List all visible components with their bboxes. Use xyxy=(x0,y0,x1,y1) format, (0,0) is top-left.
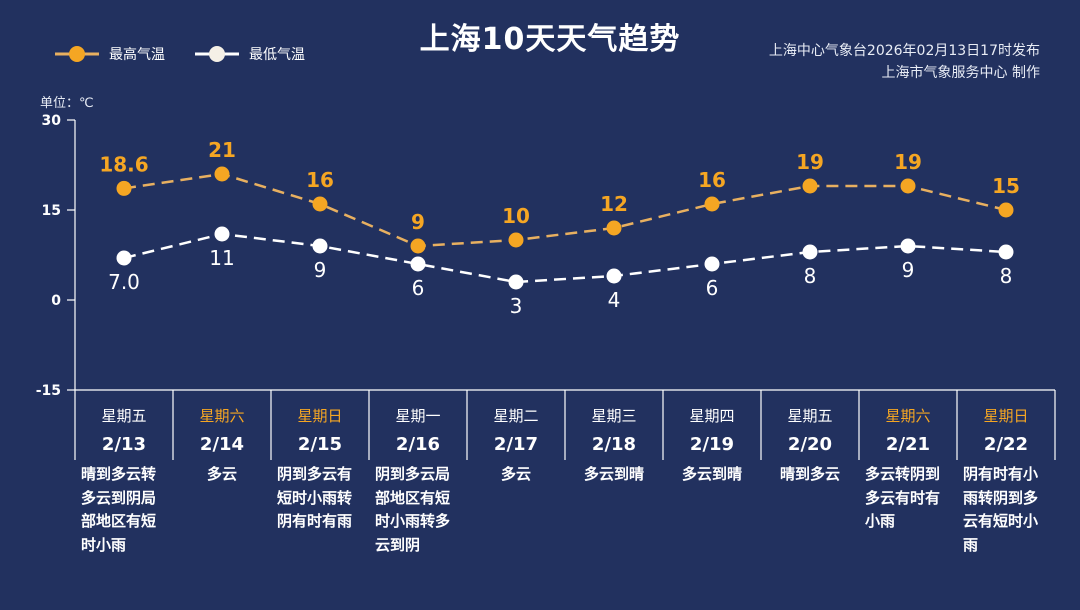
weather-description: 多云 xyxy=(500,465,531,483)
legend-high-marker xyxy=(55,46,99,62)
weekday-label: 星期三 xyxy=(591,407,637,425)
high-temp-point xyxy=(802,178,818,194)
high-temp-label: 15 xyxy=(992,174,1020,198)
y-tick-label: 0 xyxy=(51,293,61,309)
weather-description: 阴到多云有短时小雨转阴有时有雨 xyxy=(277,465,353,530)
high-temp-label: 18.6 xyxy=(99,152,148,176)
date-label: 2/14 xyxy=(199,434,245,455)
high-temp-point xyxy=(704,196,720,212)
high-temp-label: 19 xyxy=(894,150,922,174)
high-temp-label: 16 xyxy=(306,168,334,192)
legend-low: 最低气温 xyxy=(195,44,305,64)
high-temp-point xyxy=(410,238,426,254)
date-label: 2/15 xyxy=(297,434,343,455)
legend-low-marker xyxy=(195,46,239,62)
weekday-label: 星期四 xyxy=(689,407,735,425)
weather-description: 晴到多云 xyxy=(779,465,840,483)
y-tick-label: 30 xyxy=(42,113,62,129)
low-temp-label: 7.0 xyxy=(108,270,140,294)
low-temp-point xyxy=(312,238,328,254)
high-temp-point xyxy=(312,196,328,212)
page-title: 上海10天天气趋势 xyxy=(419,22,681,57)
date-label: 2/22 xyxy=(983,434,1029,455)
legend-high-label: 最高气温 xyxy=(109,47,165,63)
high-temp-point xyxy=(116,180,132,196)
source-info: 上海中心气象台2026年02月13日17时发布 上海市气象服务中心 制作 xyxy=(769,40,1040,84)
source-line2: 上海市气象服务中心 制作 xyxy=(881,65,1040,81)
date-label: 2/20 xyxy=(787,434,833,455)
high-temp-label: 12 xyxy=(600,192,628,216)
low-temp-point xyxy=(116,250,132,266)
low-temp-line xyxy=(123,232,1007,284)
high-temp-line xyxy=(123,172,1007,248)
low-temp-label: 6 xyxy=(412,276,425,300)
high-temp-label: 10 xyxy=(502,204,530,228)
y-tick-label: -15 xyxy=(36,383,61,399)
weekday-label: 星期日 xyxy=(983,407,1029,425)
weather-description: 多云转阴到多云有时有小雨 xyxy=(865,465,941,530)
unit-label: 单位：℃ xyxy=(40,96,94,111)
high-temp-point xyxy=(508,232,524,248)
high-temp-label: 19 xyxy=(796,150,824,174)
weather-description: 多云到晴 xyxy=(583,465,644,483)
low-temp-point xyxy=(410,256,426,272)
weather-description: 晴到多云转多云到阴局部地区有短时小雨 xyxy=(81,465,157,554)
low-temp-point xyxy=(802,244,818,260)
source-line1: 上海中心气象台2026年02月13日17时发布 xyxy=(768,43,1040,59)
y-tick-label: 15 xyxy=(42,203,61,219)
low-temp-point xyxy=(606,268,622,284)
weather-description: 多云到晴 xyxy=(681,465,742,483)
weather-description: 阴到多云局部地区有短时小雨转多云到阴 xyxy=(375,465,451,554)
low-temp-label: 3 xyxy=(510,294,523,318)
low-temp-point xyxy=(704,256,720,272)
weekday-label: 星期一 xyxy=(395,407,441,425)
low-temp-point xyxy=(214,226,230,242)
high-temp-label: 21 xyxy=(208,138,236,162)
legend-high: 最高气温 xyxy=(55,44,165,64)
legend-low-label: 最低气温 xyxy=(249,47,305,63)
weekday-label: 星期六 xyxy=(199,407,245,425)
weather-description: 阴有时有小雨转阴到多云有短时小雨 xyxy=(963,465,1039,554)
date-label: 2/16 xyxy=(395,434,441,455)
low-temp-label: 6 xyxy=(706,276,719,300)
low-temp-point xyxy=(998,244,1014,260)
low-temp-label: 4 xyxy=(608,288,621,312)
weekday-label: 星期六 xyxy=(885,407,931,425)
weekday-label: 星期五 xyxy=(787,407,833,425)
high-temp-point xyxy=(900,178,916,194)
date-label: 2/18 xyxy=(591,434,637,455)
low-temp-label: 11 xyxy=(209,246,234,270)
low-temp-label: 8 xyxy=(1000,264,1013,288)
low-temp-label: 8 xyxy=(804,264,817,288)
low-temp-label: 9 xyxy=(902,258,915,282)
weekday-label: 星期五 xyxy=(101,407,147,425)
date-label: 2/21 xyxy=(885,434,931,455)
date-label: 2/17 xyxy=(493,434,539,455)
legend: 最高气温 最低气温 xyxy=(55,44,305,64)
weather-description: 多云 xyxy=(206,465,237,483)
low-temp-point xyxy=(508,274,524,290)
low-temp-point xyxy=(900,238,916,254)
weekday-label: 星期二 xyxy=(493,407,539,425)
high-temp-label: 9 xyxy=(411,210,425,234)
high-temp-point xyxy=(606,220,622,236)
high-temp-point xyxy=(214,166,230,182)
date-label: 2/13 xyxy=(101,434,147,455)
low-temp-label: 9 xyxy=(314,258,327,282)
high-temp-label: 16 xyxy=(698,168,726,192)
weekday-label: 星期日 xyxy=(297,407,343,425)
high-temp-point xyxy=(998,202,1014,218)
date-label: 2/19 xyxy=(689,434,735,455)
